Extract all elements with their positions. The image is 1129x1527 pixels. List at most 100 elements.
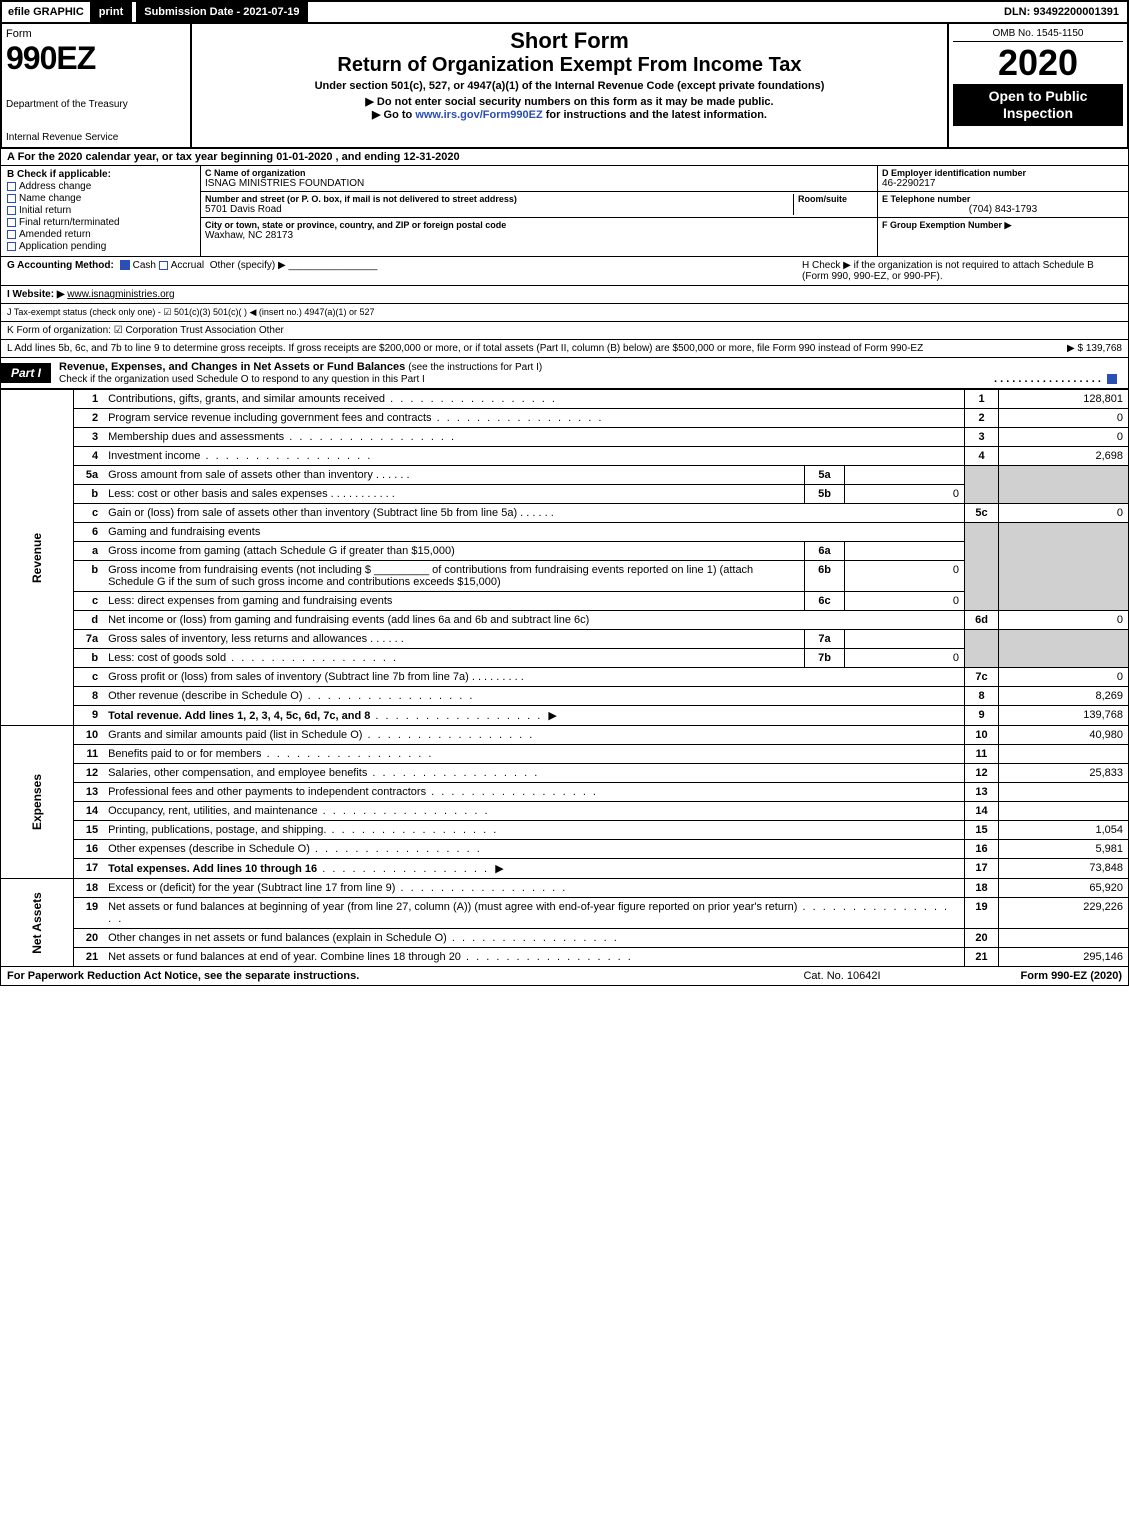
- part1-label: Part I: [1, 363, 51, 383]
- grp-label: F Group Exemption Number ▶: [882, 220, 1124, 231]
- table-row: 2Program service revenue including gover…: [1, 409, 1129, 428]
- form-ref: Form 990-EZ (2020): [942, 970, 1122, 982]
- part1-table: Revenue 1 Contributions, gifts, grants, …: [0, 389, 1129, 967]
- goto-line: ▶ Go to www.irs.gov/Form990EZ for instru…: [196, 108, 943, 121]
- table-row: 14Occupancy, rent, utilities, and mainte…: [1, 802, 1129, 821]
- expenses-section-label: Expenses: [1, 726, 74, 879]
- table-row: 19Net assets or fund balances at beginni…: [1, 898, 1129, 929]
- table-row: Net Assets 18Excess or (deficit) for the…: [1, 879, 1129, 898]
- form-subtitle: Under section 501(c), 527, or 4947(a)(1)…: [196, 80, 943, 92]
- city-cell: City or town, state or province, country…: [201, 218, 877, 243]
- part1-header: Part I Revenue, Expenses, and Changes in…: [0, 358, 1129, 389]
- table-row: bGross income from fundraising events (n…: [1, 561, 1129, 592]
- col-b: B Check if applicable: Address change Na…: [1, 166, 201, 256]
- checkbox-icon: [7, 218, 16, 227]
- row-k: K Form of organization: ☑ Corporation Tr…: [0, 322, 1129, 340]
- col-def: D Employer identification number 46-2290…: [878, 166, 1128, 256]
- irs-link[interactable]: www.irs.gov/Form990EZ: [415, 109, 542, 121]
- row-l-text: L Add lines 5b, 6c, and 7b to line 9 to …: [7, 343, 1057, 354]
- table-row: 3Membership dues and assessments30: [1, 428, 1129, 447]
- table-row: aGross income from gaming (attach Schedu…: [1, 542, 1129, 561]
- omb-number: OMB No. 1545-1150: [953, 28, 1123, 42]
- form-number: 990EZ: [6, 40, 186, 77]
- checkbox-icon: [7, 230, 16, 239]
- form-header: Form 990EZ Department of the Treasury In…: [0, 24, 1129, 149]
- checkbox-icon: [7, 242, 16, 251]
- tel-cell: E Telephone number (704) 843-1793: [878, 192, 1128, 218]
- chk-pending[interactable]: Application pending: [7, 241, 194, 252]
- chk-amended[interactable]: Amended return: [7, 229, 194, 240]
- submission-date: Submission Date - 2021-07-19: [136, 2, 307, 22]
- form-word: Form: [6, 28, 186, 40]
- chk-initial-return[interactable]: Initial return: [7, 205, 194, 216]
- addr-cell: Number and street (or P. O. box, if mail…: [201, 192, 877, 218]
- ein-cell: D Employer identification number 46-2290…: [878, 166, 1128, 192]
- website-label: I Website: ▶: [7, 289, 65, 300]
- table-row: dNet income or (loss) from gaming and fu…: [1, 611, 1129, 630]
- street-address: 5701 Davis Road: [205, 204, 793, 215]
- city-label: City or town, state or province, country…: [205, 220, 873, 230]
- table-row: 11Benefits paid to or for members11: [1, 745, 1129, 764]
- form-title: Return of Organization Exempt From Incom…: [196, 54, 943, 77]
- org-name-label: C Name of organization: [205, 168, 873, 178]
- open-inspection: Open to Public Inspection: [953, 84, 1123, 126]
- table-row: 6Gaming and fundraising events: [1, 523, 1129, 542]
- table-row: cLess: direct expenses from gaming and f…: [1, 592, 1129, 611]
- goto-post: for instructions and the latest informat…: [543, 109, 767, 121]
- table-row: 15Printing, publications, postage, and s…: [1, 821, 1129, 840]
- col-c: C Name of organization ISNAG MINISTRIES …: [201, 166, 878, 256]
- table-row: 7aGross sales of inventory, less returns…: [1, 630, 1129, 649]
- row-gh: G Accounting Method: Cash Accrual Other …: [0, 257, 1129, 286]
- chk-name-change[interactable]: Name change: [7, 193, 194, 204]
- row-l-amount: ▶ $ 139,768: [1057, 343, 1122, 354]
- table-row: 20Other changes in net assets or fund ba…: [1, 929, 1129, 948]
- ein-label: D Employer identification number: [882, 168, 1124, 178]
- table-row: 8Other revenue (describe in Schedule O)8…: [1, 687, 1129, 706]
- revenue-section-label: Revenue: [1, 390, 74, 726]
- header-right: OMB No. 1545-1150 2020 Open to Public In…: [947, 24, 1127, 147]
- city-state-zip: Waxhaw, NC 28173: [205, 230, 873, 241]
- ssn-warning: ▶ Do not enter social security numbers o…: [196, 95, 943, 108]
- short-form: Short Form: [196, 28, 943, 54]
- print-button[interactable]: print: [90, 2, 132, 22]
- checkbox-icon: [159, 261, 168, 270]
- top-bar: efile GRAPHIC print Submission Date - 20…: [0, 0, 1129, 24]
- chk-final-return[interactable]: Final return/terminated: [7, 217, 194, 228]
- row-l: L Add lines 5b, 6c, and 7b to line 9 to …: [0, 340, 1129, 358]
- checkbox-icon: [7, 194, 16, 203]
- table-row: 5aGross amount from sale of assets other…: [1, 466, 1129, 485]
- table-row: bLess: cost of goods sold7b0: [1, 649, 1129, 668]
- table-row: 16Other expenses (describe in Schedule O…: [1, 840, 1129, 859]
- row-j: J Tax-exempt status (check only one) - ☑…: [0, 304, 1129, 322]
- tax-year: 2020: [953, 42, 1123, 84]
- dept-irs: Internal Revenue Service: [6, 132, 186, 143]
- page-footer: For Paperwork Reduction Act Notice, see …: [0, 967, 1129, 986]
- ein: 46-2290217: [882, 178, 1124, 189]
- part1-title: Revenue, Expenses, and Changes in Net As…: [51, 358, 1128, 388]
- org-name-cell: C Name of organization ISNAG MINISTRIES …: [201, 166, 877, 192]
- info-grid: B Check if applicable: Address change Na…: [0, 166, 1129, 257]
- checkbox-icon: [7, 206, 16, 215]
- checkbox-icon: [7, 182, 16, 191]
- chk-address-change[interactable]: Address change: [7, 181, 194, 192]
- table-row: 4Investment income42,698: [1, 447, 1129, 466]
- table-row: cGross profit or (loss) from sales of in…: [1, 668, 1129, 687]
- table-row: Revenue 1 Contributions, gifts, grants, …: [1, 390, 1129, 409]
- table-row: 13Professional fees and other payments t…: [1, 783, 1129, 802]
- row-a-calendar: A For the 2020 calendar year, or tax yea…: [0, 149, 1129, 166]
- dept-treasury: Department of the Treasury: [6, 99, 186, 110]
- table-row: 9Total revenue. Add lines 1, 2, 3, 4, 5c…: [1, 706, 1129, 726]
- dln: DLN: 93492200001391: [996, 3, 1127, 21]
- room-label: Room/suite: [798, 194, 873, 204]
- table-row: Expenses 10Grants and similar amounts pa…: [1, 726, 1129, 745]
- table-row: bLess: cost or other basis and sales exp…: [1, 485, 1129, 504]
- tel-label: E Telephone number: [882, 194, 1124, 204]
- goto-pre: ▶ Go to: [372, 109, 415, 121]
- netassets-section-label: Net Assets: [1, 879, 74, 967]
- website-url[interactable]: www.isnagministries.org: [67, 289, 174, 300]
- table-row: cGain or (loss) from sale of assets othe…: [1, 504, 1129, 523]
- h-schedule-b: H Check ▶ if the organization is not req…: [802, 260, 1122, 282]
- accounting-method: G Accounting Method: Cash Accrual Other …: [7, 260, 802, 271]
- checkbox-checked-icon: [1107, 374, 1117, 384]
- form-identity: Form 990EZ Department of the Treasury In…: [2, 24, 192, 147]
